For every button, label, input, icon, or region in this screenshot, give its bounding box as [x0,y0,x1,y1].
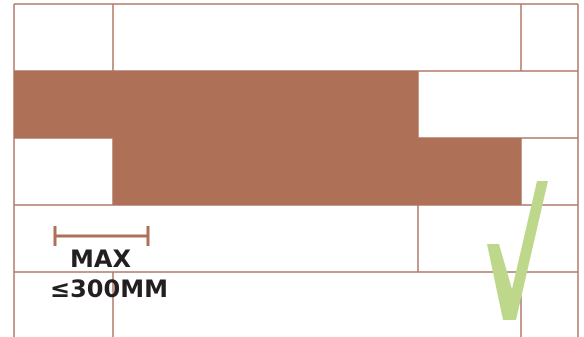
highlighted-plank-upper [14,71,418,138]
max-label: MAX [70,245,131,273]
max-offset-label: ≤300MM [50,275,168,303]
highlighted-plank-lower [113,138,521,205]
check-mark-icon [487,181,548,320]
dimension-marker [53,226,150,246]
outer-edges [13,4,579,337]
